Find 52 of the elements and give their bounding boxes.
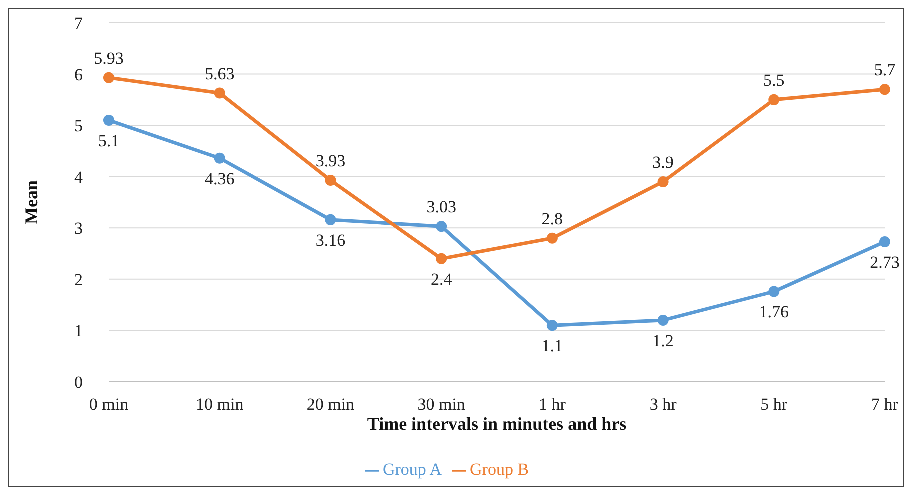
x-tick-label: 1 hr bbox=[538, 395, 566, 414]
y-tick-label: 5 bbox=[74, 116, 83, 136]
point bbox=[658, 176, 669, 188]
data-label: 5.93 bbox=[94, 48, 124, 68]
x-tick-label: 30 min bbox=[418, 395, 466, 414]
data-label: 1.1 bbox=[542, 336, 564, 356]
point bbox=[546, 232, 558, 244]
data-label: 5.5 bbox=[764, 70, 785, 90]
x-tick-label: 0 min bbox=[89, 395, 130, 414]
legend-label: Group B bbox=[470, 460, 530, 479]
y-tick-label: 0 bbox=[74, 373, 83, 392]
point bbox=[104, 72, 114, 84]
data-label: 4.36 bbox=[204, 169, 235, 188]
data-label: 3.16 bbox=[316, 230, 346, 250]
y-tick-label: 3 bbox=[74, 219, 83, 238]
y-tick-label: 4 bbox=[74, 168, 84, 187]
y-tick-label: 6 bbox=[74, 65, 83, 84]
point bbox=[546, 320, 558, 332]
x-axis-title: Time intervals in minutes and hrs bbox=[367, 414, 627, 434]
y-tick-label: 2 bbox=[74, 270, 83, 290]
point bbox=[880, 236, 890, 248]
data-label: 2.8 bbox=[542, 209, 564, 228]
data-label: 5.1 bbox=[98, 131, 120, 150]
x-tick-label: 5 hr bbox=[760, 395, 788, 414]
point bbox=[214, 152, 226, 164]
data-label: 3.93 bbox=[316, 151, 346, 170]
data-label: 1.76 bbox=[759, 302, 790, 322]
point bbox=[658, 314, 669, 326]
point bbox=[325, 174, 336, 186]
x-tick-label: 20 min bbox=[306, 395, 356, 414]
x-tick-label: 10 min bbox=[196, 395, 244, 414]
y-tick-label: 1 bbox=[74, 322, 83, 341]
point bbox=[325, 214, 336, 226]
data-label: 2.4 bbox=[430, 270, 453, 289]
point bbox=[436, 253, 448, 264]
data-label: 1.2 bbox=[652, 331, 674, 350]
point bbox=[768, 286, 780, 298]
x-tick-label: 7 hr bbox=[872, 395, 899, 414]
point bbox=[880, 84, 890, 96]
data-label: 2.73 bbox=[870, 252, 900, 272]
point bbox=[214, 88, 226, 99]
point bbox=[768, 94, 780, 106]
y-axis-title: Mean bbox=[21, 180, 42, 224]
point bbox=[104, 114, 114, 126]
legend-label: Group A bbox=[382, 460, 442, 479]
point bbox=[436, 221, 448, 232]
y-tick-label: 7 bbox=[74, 14, 84, 34]
data-label: 3.03 bbox=[426, 198, 456, 217]
data-label: 5.63 bbox=[204, 64, 235, 84]
x-tick-label: 3 hr bbox=[650, 395, 678, 414]
data-label: 5.7 bbox=[874, 60, 896, 80]
data-label: 3.9 bbox=[652, 152, 674, 172]
